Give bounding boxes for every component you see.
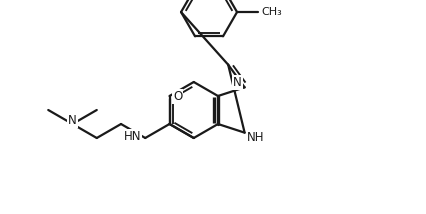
Text: HN: HN bbox=[124, 129, 141, 143]
Text: CH₃: CH₃ bbox=[260, 7, 281, 17]
Text: N: N bbox=[232, 76, 241, 89]
Text: O: O bbox=[173, 90, 182, 103]
Text: N: N bbox=[68, 114, 77, 128]
Text: NH: NH bbox=[246, 131, 264, 144]
